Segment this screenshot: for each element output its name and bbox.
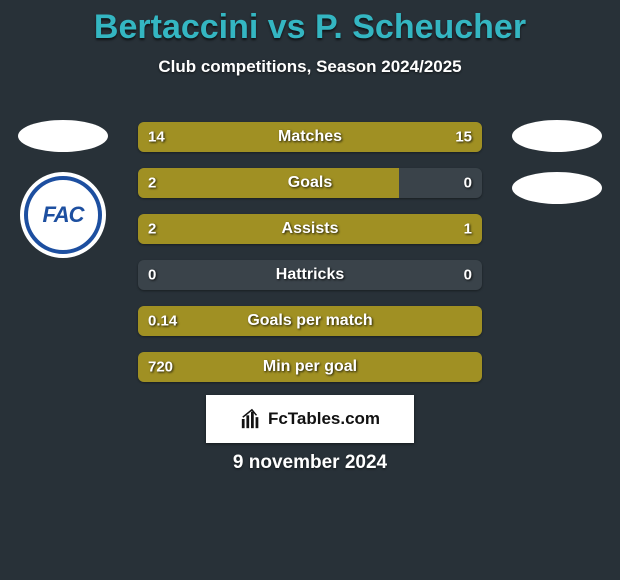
stat-row: Goals per match 0.14 bbox=[138, 306, 482, 336]
club-crest-inner: FAC bbox=[24, 176, 102, 254]
stat-value-left: 0 bbox=[148, 267, 156, 284]
date-text: 9 november 2024 bbox=[0, 452, 620, 474]
stat-value-right: 1 bbox=[464, 221, 472, 238]
stat-label: Goals per match bbox=[247, 312, 372, 330]
club-crest: FAC bbox=[20, 172, 106, 258]
right-player-column bbox=[512, 120, 602, 204]
fctables-logo-icon bbox=[240, 408, 262, 430]
page-title: Bertaccini vs P. Scheucher bbox=[0, 0, 620, 47]
stat-row: Hattricks 0 0 bbox=[138, 260, 482, 290]
stat-label: Assists bbox=[282, 220, 339, 238]
player-avatar-placeholder bbox=[18, 120, 108, 152]
club-crest-label: FAC bbox=[43, 202, 84, 228]
stat-label: Goals bbox=[288, 174, 332, 192]
subtitle: Club competitions, Season 2024/2025 bbox=[0, 57, 620, 77]
stat-row: Matches 14 15 bbox=[138, 122, 482, 152]
stat-bar-left bbox=[138, 168, 399, 198]
stat-row: Min per goal 720 bbox=[138, 352, 482, 382]
stat-value-right: 15 bbox=[455, 129, 472, 146]
player-avatar-placeholder bbox=[512, 120, 602, 152]
stat-value-left: 0.14 bbox=[148, 313, 177, 330]
branding-text: FcTables.com bbox=[268, 409, 380, 429]
stat-value-left: 2 bbox=[148, 221, 156, 238]
stat-value-right: 0 bbox=[464, 175, 472, 192]
title-text: Bertaccini vs P. Scheucher bbox=[94, 8, 526, 46]
stat-value-right: 0 bbox=[464, 267, 472, 284]
stat-value-left: 2 bbox=[148, 175, 156, 192]
club-crest-placeholder bbox=[512, 172, 602, 204]
stat-row: Goals 2 0 bbox=[138, 168, 482, 198]
stat-label: Min per goal bbox=[263, 358, 357, 376]
stat-label: Hattricks bbox=[276, 266, 344, 284]
stat-value-left: 720 bbox=[148, 359, 173, 376]
left-player-column: FAC bbox=[18, 120, 108, 258]
stat-bars: Matches1415Goals20Assists21Hattricks00Go… bbox=[138, 122, 482, 382]
branding-badge: FcTables.com bbox=[206, 395, 414, 443]
stat-label: Matches bbox=[278, 128, 342, 146]
stat-value-left: 14 bbox=[148, 129, 165, 146]
stat-row: Assists 2 1 bbox=[138, 214, 482, 244]
